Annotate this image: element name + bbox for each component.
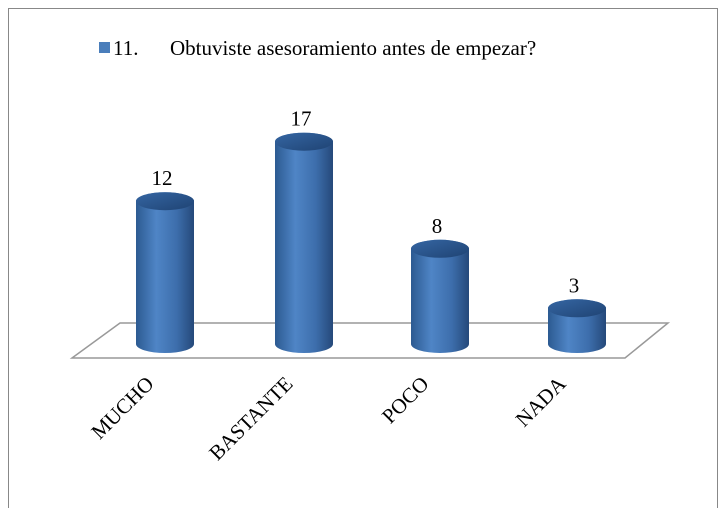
data-label: 8: [432, 214, 443, 238]
bar: [275, 132, 333, 353]
bar-top: [411, 239, 469, 258]
data-label: 3: [569, 273, 580, 297]
legend-swatch: [99, 42, 110, 53]
bar-top: [275, 132, 333, 151]
bar-top: [548, 299, 606, 318]
bar: [411, 239, 469, 353]
legend: 11. Obtuviste asesoramiento antes de emp…: [99, 36, 536, 60]
bar: [136, 192, 194, 353]
bar-top: [136, 192, 194, 211]
data-label: 17: [291, 107, 312, 131]
floor: [69, 322, 671, 359]
legend-label: 11. Obtuviste asesoramiento antes de emp…: [113, 36, 536, 60]
chart-border: [8, 8, 718, 508]
data-label: 12: [152, 166, 173, 190]
